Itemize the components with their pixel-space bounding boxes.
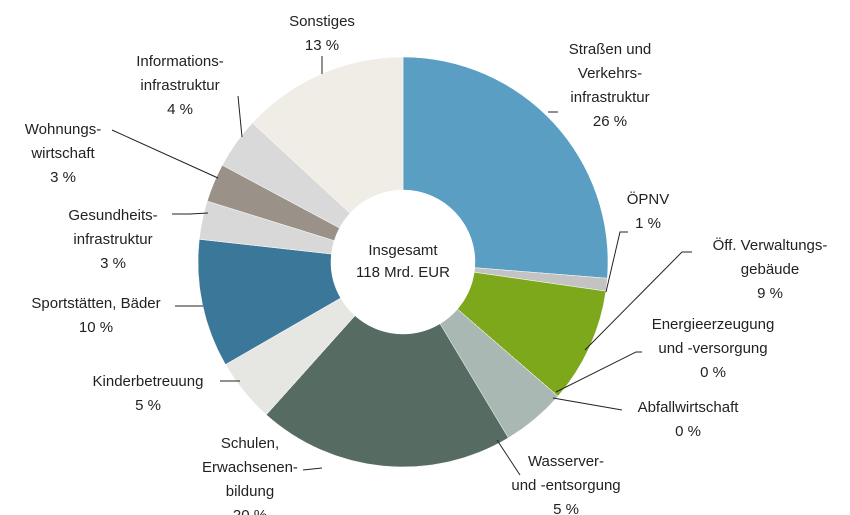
slice-label: Gesundheits- — [68, 207, 157, 224]
slice-label: Informations- — [136, 53, 224, 70]
leader-line — [302, 467, 323, 471]
slice-label: Kinderbetreuung — [93, 373, 204, 390]
slice-label: Sonstiges — [289, 13, 355, 30]
value-label: 9 % — [757, 285, 783, 302]
leader-line — [496, 439, 521, 476]
slice-label: infrastruktur — [73, 231, 152, 248]
slice-label: Energieerzeugung — [652, 316, 775, 333]
value-label: 26 % — [593, 113, 627, 130]
value-label: 5 % — [135, 397, 161, 414]
value-label: 4 % — [167, 101, 193, 118]
slice-label: infrastruktur — [140, 77, 219, 94]
slice-label: Wasserver- — [528, 453, 604, 470]
leader-line — [111, 129, 219, 179]
value-label: 10 % — [79, 319, 113, 336]
slice-label: Abfallwirtschaft — [638, 399, 740, 416]
leader-line — [584, 251, 692, 351]
slice-label: Straßen und — [569, 41, 652, 58]
slice-label: infrastruktur — [570, 89, 649, 106]
value-label: 20 % — [233, 507, 267, 515]
slice-label: Öff. Verwaltungs- — [713, 236, 828, 254]
value-label: 0 % — [700, 364, 726, 381]
center-label: Insgesamt — [368, 242, 438, 259]
slice-label: Erwachsenen- — [202, 459, 298, 476]
donut-slice — [252, 56, 404, 214]
leader-line — [552, 397, 623, 411]
slice-label: ÖPNV — [627, 190, 670, 208]
value-label: 1 % — [635, 215, 661, 232]
value-label: 0 % — [675, 423, 701, 440]
value-label: 5 % — [553, 501, 579, 515]
slice-label: wirtschaft — [30, 145, 95, 162]
slice-label: bildung — [226, 483, 274, 500]
slice-label: Sportstätten, Bäder — [31, 295, 160, 312]
slice-label: und -entsorgung — [511, 477, 620, 494]
leader-line — [237, 95, 243, 138]
donut-hole — [331, 190, 475, 334]
slice-label: gebäude — [741, 261, 799, 278]
slice-label: Wohnungs- — [25, 121, 101, 138]
value-label: 3 % — [50, 169, 76, 186]
center-label: 118 Mrd. EUR — [356, 264, 450, 281]
leader-line — [172, 212, 209, 215]
slice-label: Schulen, — [221, 435, 279, 452]
value-label: 13 % — [305, 37, 339, 54]
leader-line — [605, 231, 628, 293]
value-label: 3 % — [100, 255, 126, 272]
slice-label: und -versorgung — [658, 340, 767, 357]
leader-line — [555, 351, 642, 393]
slice-label: Verkehrs- — [578, 65, 642, 82]
